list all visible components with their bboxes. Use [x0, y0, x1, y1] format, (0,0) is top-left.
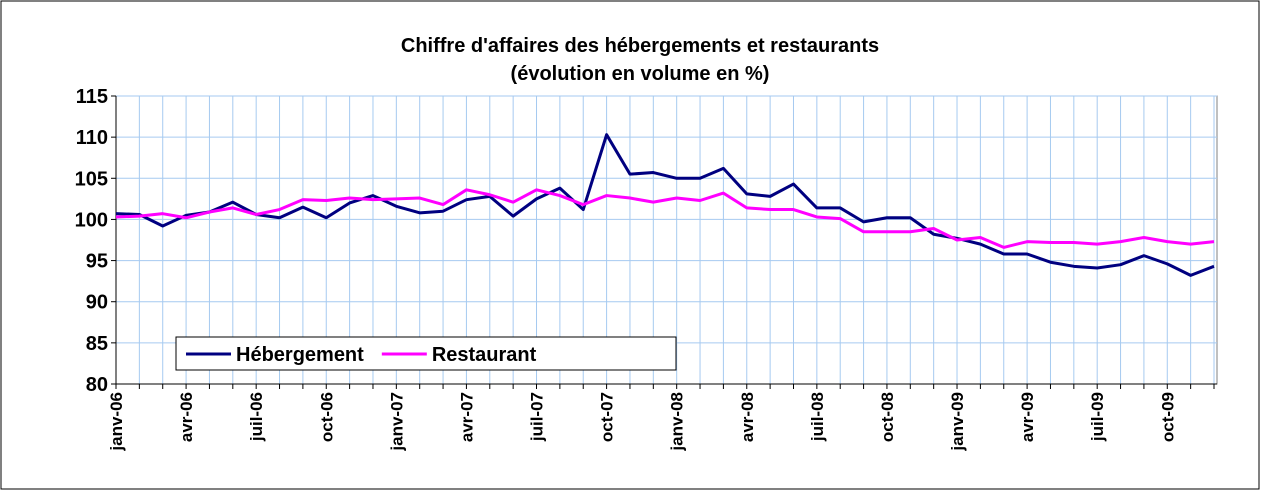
y-tick-label: 85: [86, 333, 108, 355]
x-tick-label: juil-07: [528, 392, 547, 442]
chart-title: Chiffre d'affaires des hébergements et r…: [401, 35, 879, 57]
y-tick-label: 80: [86, 374, 108, 396]
y-tick-label: 95: [86, 251, 108, 273]
x-tick-label: avr-09: [1018, 392, 1037, 442]
y-tick-label: 115: [76, 86, 108, 108]
x-tick-label: avr-07: [457, 392, 476, 442]
x-tick-label: juil-08: [808, 392, 827, 442]
series-line: [115, 188, 1215, 249]
y-tick-label: 105: [75, 168, 108, 190]
x-tick-label: avr-06: [177, 392, 196, 442]
x-tick-label: oct-09: [1158, 392, 1177, 442]
x-tick-label: avr-08: [738, 392, 757, 442]
x-tick-label: janv-09: [948, 392, 967, 452]
x-tick-label: juil-09: [1088, 392, 1107, 442]
legend-label: Restaurant: [432, 344, 537, 366]
x-tick-label: janv-07: [387, 392, 406, 452]
x-tick-label: oct-06: [317, 392, 336, 442]
x-tick-label: janv-06: [107, 392, 126, 452]
series-line: [115, 133, 1215, 277]
y-tick-label: 90: [86, 292, 108, 314]
x-tick-label: janv-08: [668, 392, 687, 452]
chart-subtitle: (évolution en volume en %): [511, 63, 770, 85]
x-tick-label: juil-06: [247, 392, 266, 442]
legend-label: Hébergement: [236, 344, 364, 366]
y-tick-label: 110: [76, 127, 108, 149]
x-tick-label: oct-08: [878, 392, 897, 442]
plot-area: [115, 95, 1218, 385]
y-tick-label: 100: [75, 209, 108, 231]
x-tick-label: oct-07: [598, 392, 617, 442]
